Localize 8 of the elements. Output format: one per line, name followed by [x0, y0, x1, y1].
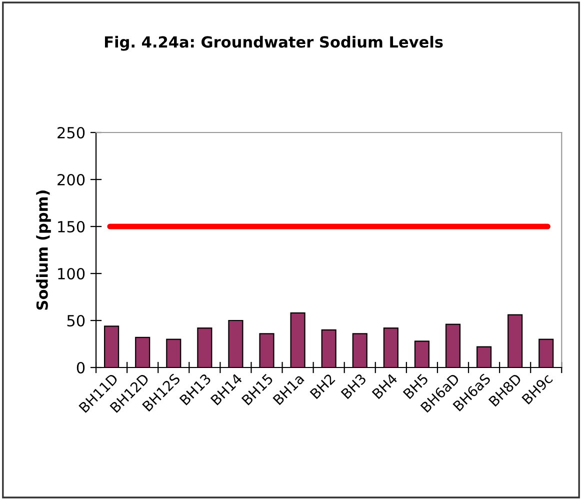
y-tick-label: 250: [58, 126, 85, 139]
y-tick-label: 100: [58, 268, 85, 280]
y-tick-label: 200: [58, 174, 85, 186]
y-tick-label: 50: [67, 314, 85, 327]
y-axis-title: Sodium (ppm): [36, 190, 51, 310]
y-tick-label: 150: [58, 220, 85, 233]
y-tick-label: 0: [76, 362, 85, 374]
chart-title: Fig. 4.24a: Groundwater Sodium Levels: [104, 36, 443, 51]
